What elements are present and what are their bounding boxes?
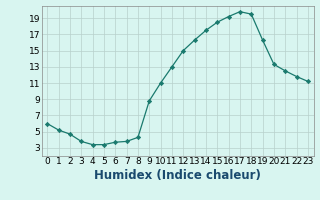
X-axis label: Humidex (Indice chaleur): Humidex (Indice chaleur) — [94, 169, 261, 182]
